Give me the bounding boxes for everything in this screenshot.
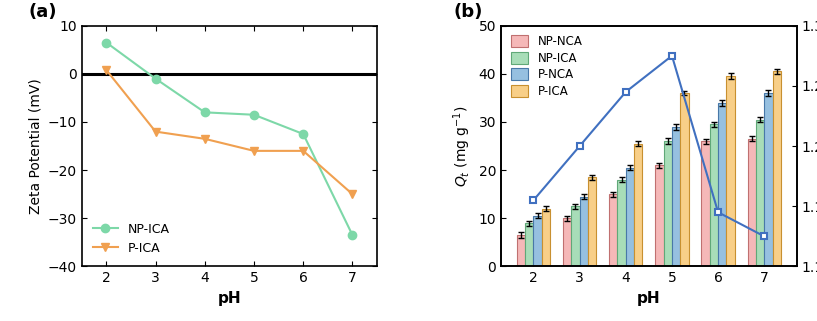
NP-ICA: [200, 110, 210, 114]
Bar: [579, 196, 588, 266]
Y-axis label: $Q_t\ \mathrm{(mg\ g^{-1})}$: $Q_t\ \mathrm{(mg\ g^{-1})}$: [452, 105, 473, 187]
NP-ICA: [101, 40, 111, 44]
Line: NP-ICA: NP-ICA: [102, 39, 357, 239]
Bar: [588, 177, 596, 266]
Text: (b): (b): [454, 3, 484, 21]
Bar: [718, 103, 726, 266]
Bar: [655, 165, 663, 266]
Bar: [571, 206, 579, 266]
Bar: [517, 235, 525, 266]
Bar: [563, 218, 571, 266]
NP-ICA: [298, 132, 308, 136]
Line: P-ICA: P-ICA: [102, 66, 357, 198]
Bar: [609, 194, 618, 266]
Bar: [748, 139, 756, 266]
NP-ICA: [347, 233, 357, 237]
X-axis label: pH: pH: [637, 291, 661, 306]
Bar: [626, 168, 634, 266]
Bar: [672, 127, 681, 266]
Bar: [710, 124, 718, 266]
Bar: [663, 141, 672, 266]
P-ICA: [249, 149, 259, 153]
Bar: [618, 180, 626, 266]
NP-ICA: [150, 77, 160, 81]
Bar: [702, 141, 710, 266]
Bar: [634, 144, 642, 266]
P-ICA: [200, 137, 210, 141]
P-ICA: [298, 149, 308, 153]
Legend: NP-ICA, P-ICA: NP-ICA, P-ICA: [88, 218, 175, 260]
Bar: [726, 76, 734, 266]
X-axis label: pH: pH: [217, 291, 241, 306]
P-ICA: [101, 68, 111, 72]
P-ICA: [347, 192, 357, 196]
Text: (a): (a): [29, 3, 57, 21]
Bar: [764, 93, 773, 266]
P-ICA: [150, 130, 160, 134]
Bar: [756, 119, 764, 266]
Bar: [534, 216, 542, 266]
Bar: [525, 223, 534, 266]
Bar: [542, 209, 550, 266]
Legend: NP-NCA, NP-ICA, P-NCA, P-ICA: NP-NCA, NP-ICA, P-NCA, P-ICA: [507, 31, 586, 101]
Bar: [773, 72, 781, 266]
NP-ICA: [249, 113, 259, 117]
Bar: [681, 93, 689, 266]
Y-axis label: Zeta Potential (mV): Zeta Potential (mV): [28, 78, 42, 214]
